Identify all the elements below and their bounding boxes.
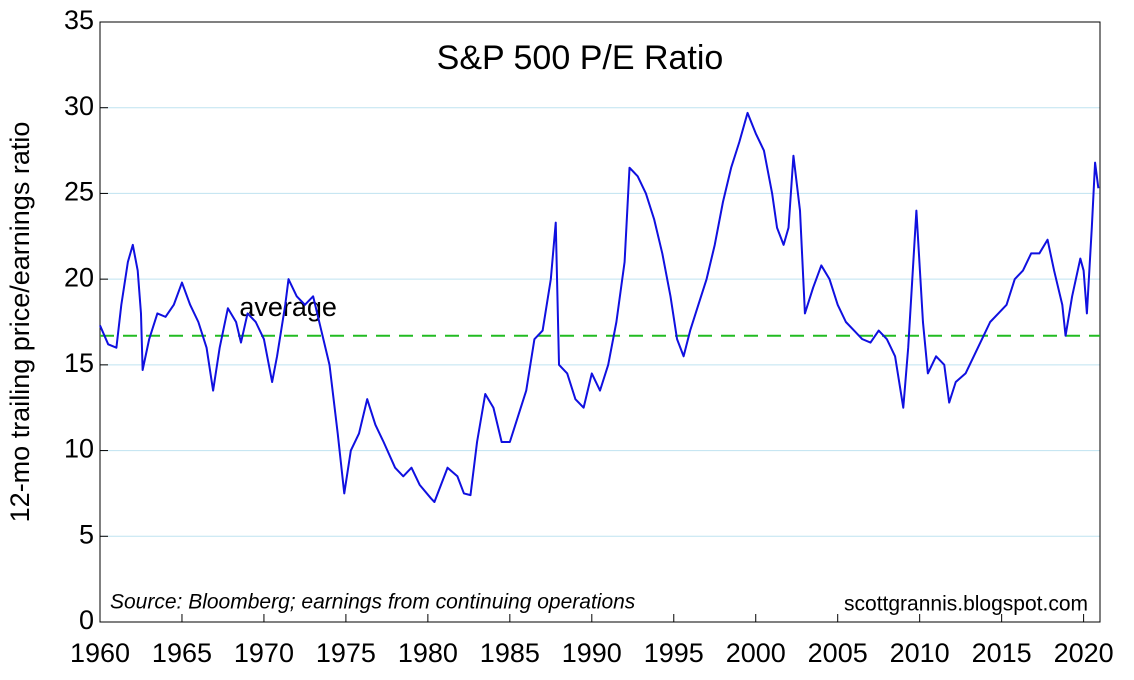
x-tick-label: 1965 — [152, 638, 212, 668]
y-tick-label: 5 — [79, 519, 94, 549]
x-tick-label: 1985 — [480, 638, 540, 668]
y-tick-label: 20 — [64, 262, 94, 292]
x-tick-label: 1960 — [70, 638, 130, 668]
x-tick-label: 2010 — [890, 638, 950, 668]
x-tick-label: 2005 — [808, 638, 868, 668]
source-note: Source: Bloomberg; earnings from continu… — [110, 591, 636, 614]
y-axis-label: 12-mo trailing price/earnings ratio — [5, 122, 35, 523]
x-tick-label: 1995 — [644, 638, 704, 668]
y-tick-label: 35 — [64, 5, 94, 35]
plot-frame — [99, 21, 1101, 623]
x-tick-label: 2000 — [726, 638, 786, 668]
chart-title: S&P 500 P/E Ratio — [437, 39, 724, 77]
x-tick-label: 1980 — [398, 638, 458, 668]
x-tick-label: 1970 — [234, 638, 294, 668]
credit: scottgrannis.blogspot.com — [844, 593, 1088, 616]
y-tick-label: 0 — [79, 605, 94, 635]
average-label: average — [239, 292, 337, 322]
x-tick-label: 2020 — [1054, 638, 1114, 668]
y-tick-label: 25 — [64, 177, 94, 207]
x-tick-label: 1975 — [316, 638, 376, 668]
pe-line — [99, 111, 1100, 503]
x-tick-label: 2015 — [972, 638, 1032, 668]
x-tick-label: 1990 — [562, 638, 622, 668]
y-tick-label: 15 — [64, 348, 94, 378]
y-tick-label: 30 — [64, 91, 94, 121]
y-tick-label: 10 — [64, 434, 94, 464]
